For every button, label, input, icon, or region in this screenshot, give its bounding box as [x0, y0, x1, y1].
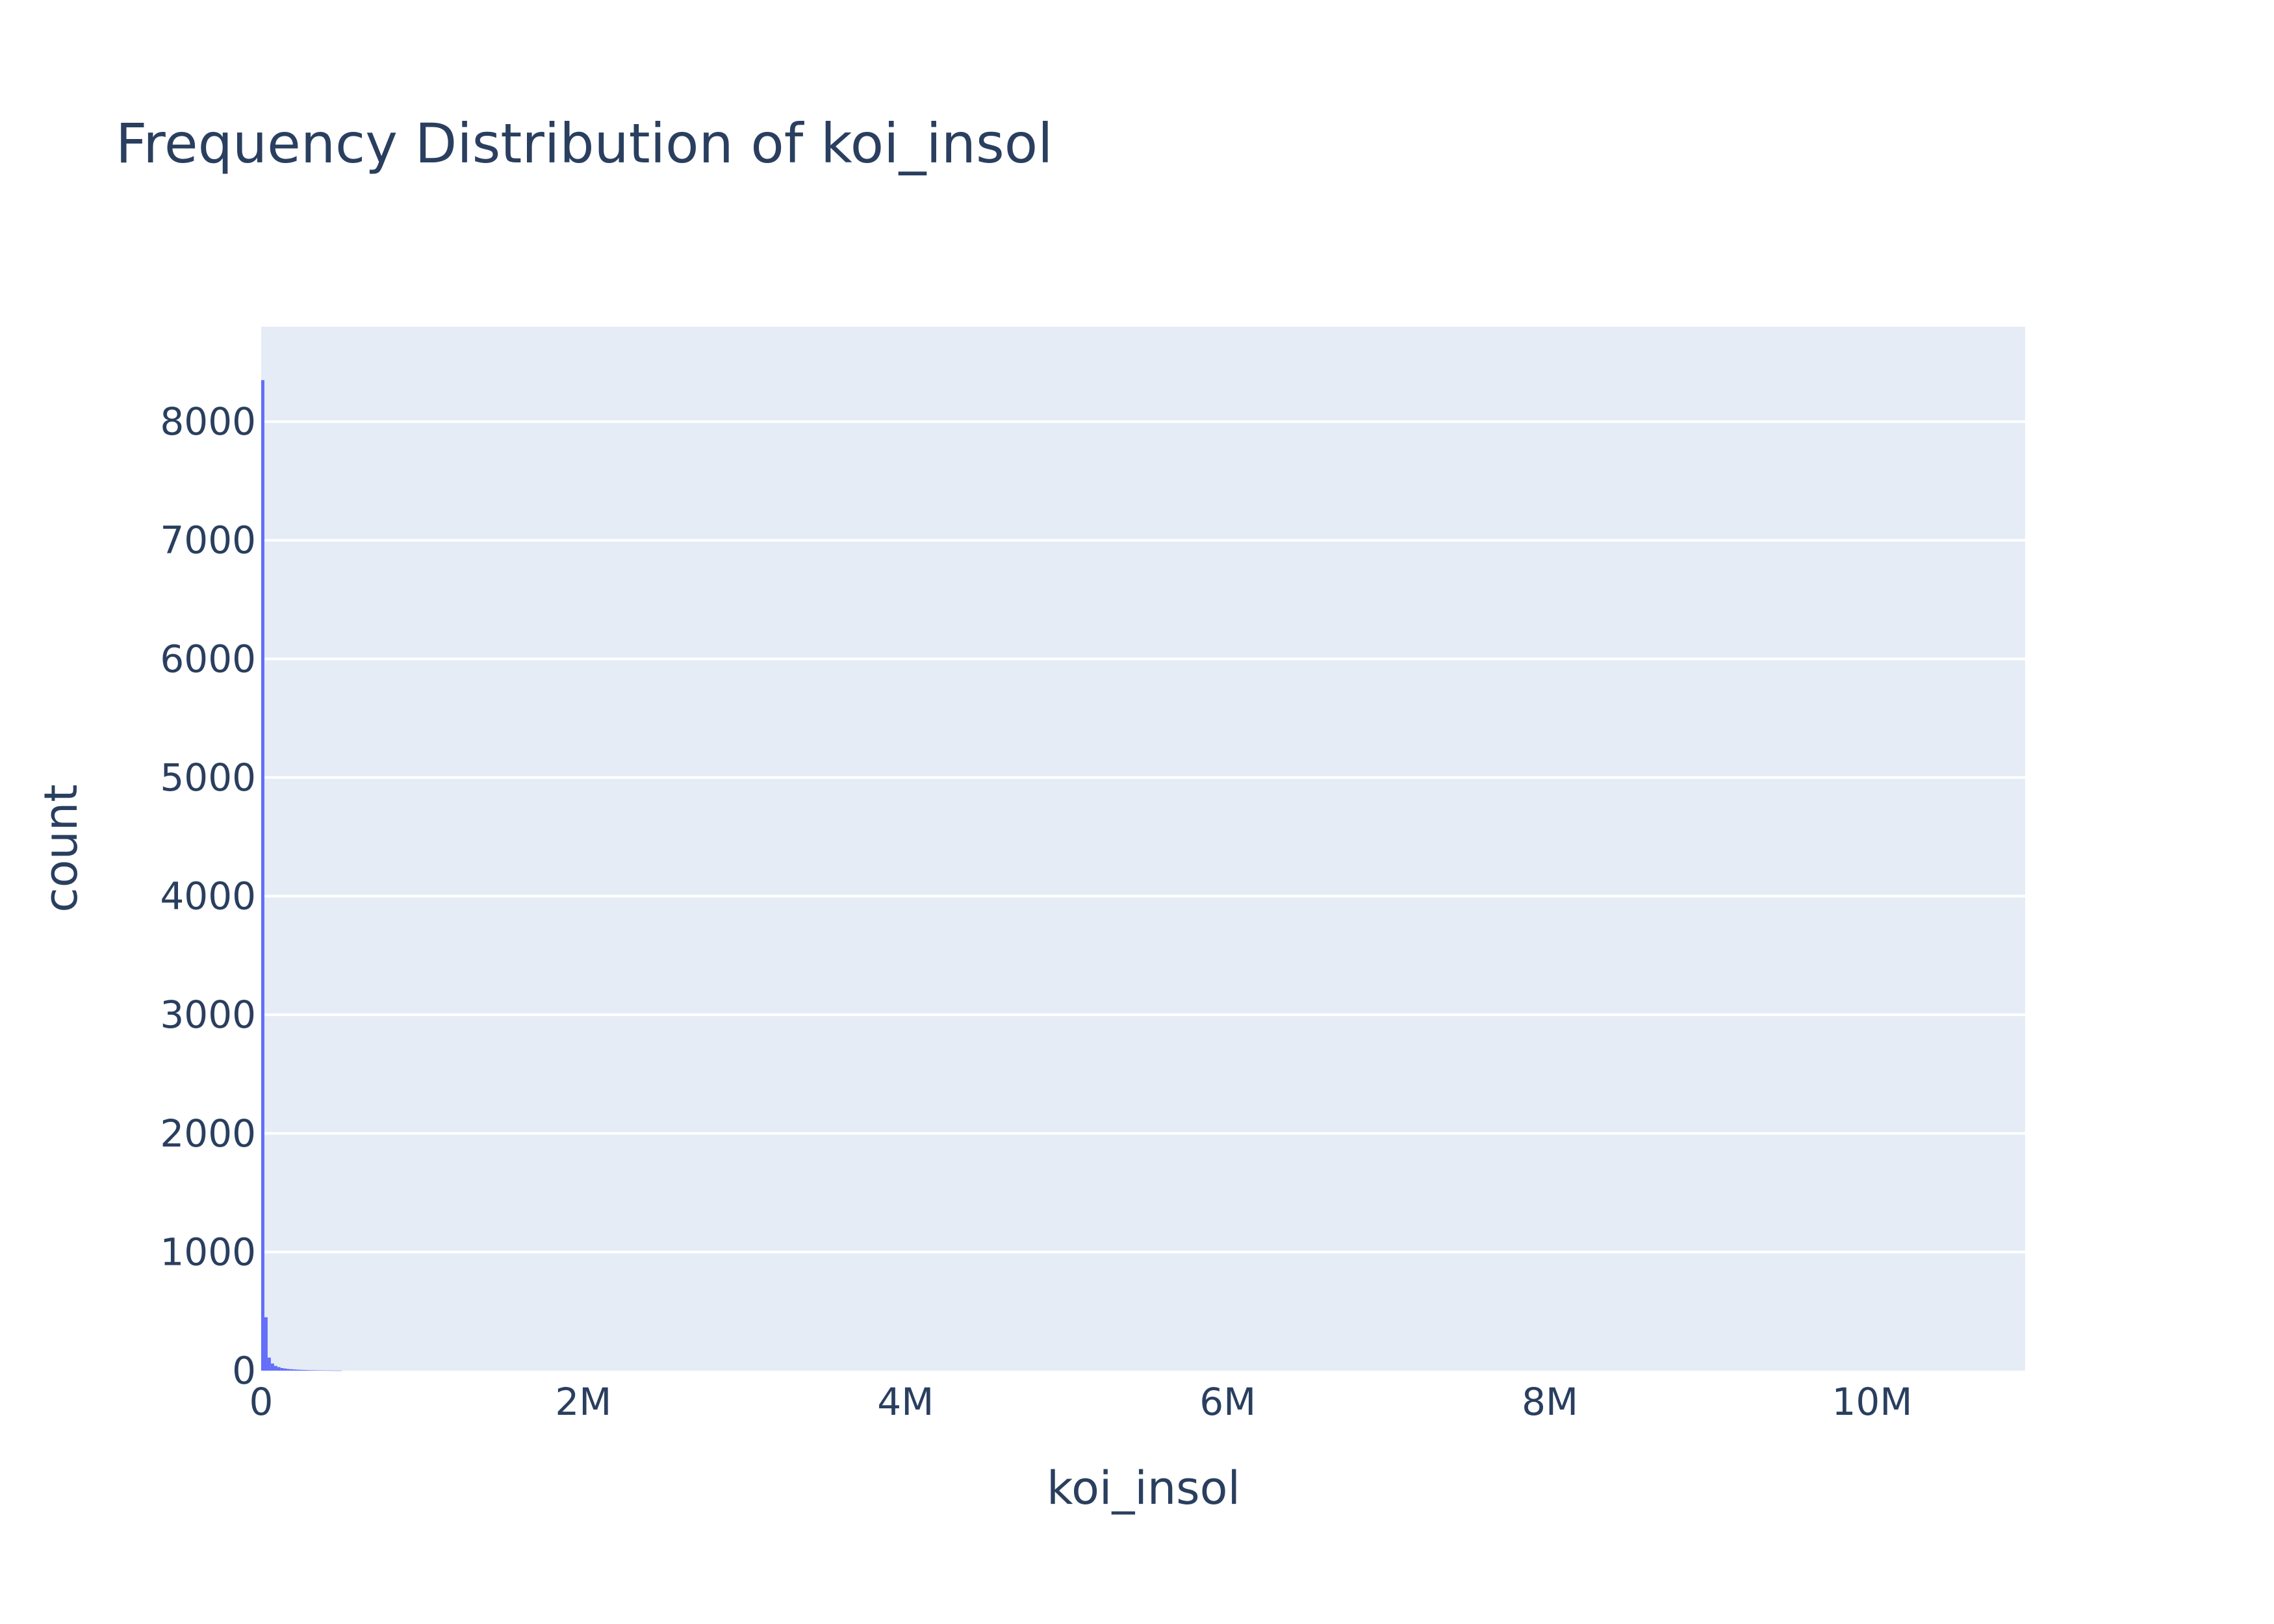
y-tick-label: 4000: [160, 874, 256, 919]
histogram-bar[interactable]: [319, 1370, 323, 1371]
y-axis-title: count: [34, 784, 88, 913]
x-tick-label: 0: [249, 1380, 274, 1424]
x-axis-ticks: 0 2M 4M 6M 8M 10M: [249, 1380, 1913, 1424]
histogram-bar[interactable]: [290, 1369, 294, 1371]
histogram-bar[interactable]: [264, 1317, 268, 1371]
histogram-bar[interactable]: [306, 1370, 310, 1371]
histogram-bar[interactable]: [309, 1370, 313, 1371]
chart-title: Frequency Distribution of koi_insol: [116, 112, 1053, 175]
histogram-bar[interactable]: [296, 1369, 300, 1371]
y-tick-label: 5000: [160, 755, 256, 800]
x-tick-label: 10M: [1832, 1380, 1913, 1424]
gridlines: [261, 420, 2025, 1254]
plot-area: [261, 327, 2025, 1371]
histogram-bar[interactable]: [270, 1364, 274, 1371]
histogram-bar[interactable]: [280, 1367, 284, 1371]
x-tick-label: 6M: [1199, 1380, 1256, 1424]
histogram-bar[interactable]: [267, 1357, 271, 1371]
y-axis-ticks: 0 1000 2000 3000 4000 5000 6000 7000 8000: [160, 400, 256, 1393]
y-tick-label: 3000: [160, 993, 256, 1037]
x-axis-title: koi_insol: [1047, 1462, 1240, 1515]
histogram-bar[interactable]: [313, 1370, 316, 1371]
y-tick-label: 7000: [160, 518, 256, 563]
histogram-bar[interactable]: [277, 1367, 281, 1371]
y-tick-label: 1000: [160, 1230, 256, 1274]
y-tick-label: 8000: [160, 400, 256, 444]
histogram-bar[interactable]: [303, 1369, 307, 1371]
x-tick-label: 8M: [1522, 1380, 1578, 1424]
x-tick-label: 4M: [877, 1380, 934, 1424]
histogram-bar[interactable]: [316, 1370, 320, 1371]
y-tick-label: 0: [232, 1349, 256, 1393]
y-tick-label: 6000: [160, 637, 256, 681]
y-tick-label: 2000: [160, 1111, 256, 1156]
histogram-bar[interactable]: [287, 1369, 290, 1371]
x-tick-label: 2M: [555, 1380, 611, 1424]
histogram-bar[interactable]: [283, 1368, 287, 1371]
histogram-bars: [261, 380, 342, 1371]
histogram-bar[interactable]: [293, 1369, 297, 1371]
histogram-bar[interactable]: [261, 380, 264, 1371]
histogram-bar[interactable]: [274, 1365, 277, 1371]
histogram-bar[interactable]: [300, 1369, 303, 1371]
